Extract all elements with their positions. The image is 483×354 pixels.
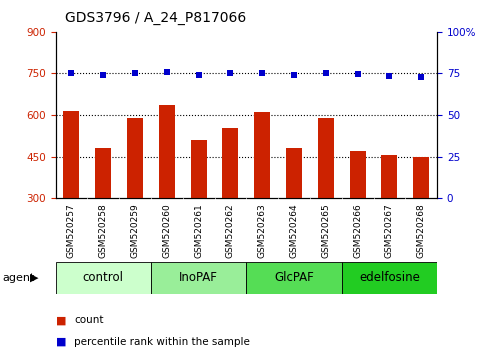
Point — [290, 72, 298, 78]
Text: ■: ■ — [56, 315, 70, 325]
Bar — [127, 118, 143, 198]
Text: GSM520267: GSM520267 — [385, 203, 394, 258]
Point — [354, 72, 361, 77]
Text: GSM520257: GSM520257 — [67, 203, 76, 258]
Text: GDS3796 / A_24_P817066: GDS3796 / A_24_P817066 — [65, 11, 246, 25]
Bar — [254, 112, 270, 198]
Text: percentile rank within the sample: percentile rank within the sample — [74, 337, 250, 347]
Bar — [159, 105, 175, 198]
Text: edelfosine: edelfosine — [359, 272, 420, 284]
Point — [258, 71, 266, 76]
Point — [385, 73, 393, 79]
Text: GSM520264: GSM520264 — [289, 203, 298, 258]
Bar — [286, 148, 302, 198]
Text: count: count — [74, 315, 103, 325]
Text: agent: agent — [2, 273, 35, 283]
Text: InoPAF: InoPAF — [179, 272, 218, 284]
Point — [131, 71, 139, 76]
Text: GSM520261: GSM520261 — [194, 203, 203, 258]
Text: ▶: ▶ — [30, 273, 39, 283]
Point — [99, 72, 107, 78]
Bar — [56, 262, 151, 294]
Bar — [318, 118, 334, 198]
Bar — [413, 156, 429, 198]
Bar — [151, 262, 246, 294]
Text: GSM520263: GSM520263 — [258, 203, 267, 258]
Text: GSM520268: GSM520268 — [417, 203, 426, 258]
Point — [322, 71, 330, 76]
Text: control: control — [83, 272, 124, 284]
Text: GSM520266: GSM520266 — [353, 203, 362, 258]
Text: GSM520258: GSM520258 — [99, 203, 108, 258]
Point — [195, 72, 202, 78]
Text: ■: ■ — [56, 337, 70, 347]
Bar — [350, 151, 366, 198]
Text: GSM520259: GSM520259 — [130, 203, 140, 258]
Bar — [63, 111, 79, 198]
Point — [417, 74, 425, 80]
Text: GSM520260: GSM520260 — [162, 203, 171, 258]
Bar — [95, 148, 111, 198]
Text: GSM520262: GSM520262 — [226, 203, 235, 258]
Point — [68, 71, 75, 76]
Bar — [223, 127, 239, 198]
Text: GSM520265: GSM520265 — [321, 203, 330, 258]
Point — [227, 71, 234, 76]
Bar — [382, 155, 398, 198]
Text: GlcPAF: GlcPAF — [274, 272, 314, 284]
Point — [163, 69, 170, 75]
Bar — [342, 262, 437, 294]
Bar — [191, 140, 207, 198]
Bar — [246, 262, 342, 294]
